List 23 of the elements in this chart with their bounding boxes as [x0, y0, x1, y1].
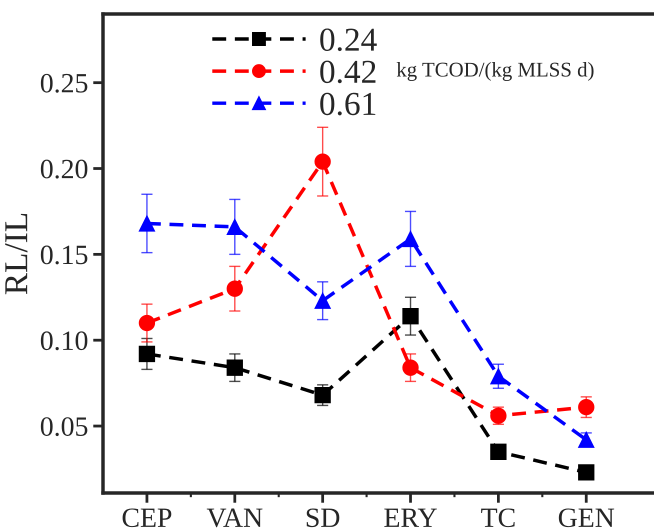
x-tick-label: GEN — [558, 508, 614, 528]
point — [490, 444, 507, 460]
y-tick-label: 0.15 — [40, 246, 88, 264]
point — [402, 360, 419, 376]
x-tick-label: VAN — [206, 508, 262, 528]
y-tick-label: 0.05 — [40, 417, 88, 436]
legend-label: 0.24 — [320, 28, 377, 52]
point — [578, 464, 594, 481]
point — [226, 360, 243, 376]
y-tick-label: 0.25 — [40, 74, 88, 93]
legend-label: 0.42 — [320, 60, 376, 84]
point — [402, 308, 419, 324]
legend-label: 0.61 — [320, 92, 376, 116]
annotation: kg TCOD/(kg MLSS d) — [396, 62, 594, 81]
y-axis-title: RL/IL — [5, 214, 28, 294]
y-tick-label: 0.10 — [40, 331, 88, 350]
point — [402, 230, 419, 248]
x-tick-label: ERY — [384, 508, 437, 527]
x-tick-label: TC — [481, 508, 515, 528]
point — [314, 386, 331, 404]
y-tick-label: 0.20 — [40, 160, 88, 179]
x-tick-label: SD — [306, 508, 340, 528]
x-tick-label: CEP — [122, 508, 172, 528]
